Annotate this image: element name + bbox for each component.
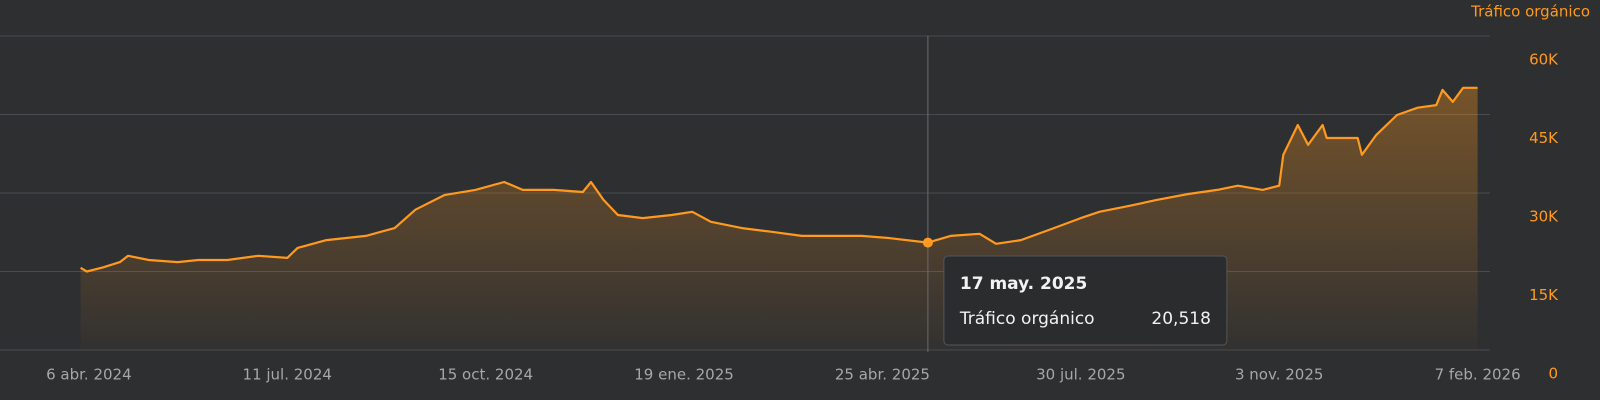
tooltip-date: 17 may. 2025	[960, 274, 1087, 294]
line	[80, 86, 1478, 273]
x-tick-label: 15 oct. 2024	[438, 366, 533, 384]
x-tick-label: 30 jul. 2025	[1036, 366, 1125, 384]
tooltip-series: Tráfico orgánico	[959, 309, 1095, 329]
x-tick-label: 6 abr. 2024	[46, 366, 132, 384]
x-tick-label: 11 jul. 2024	[243, 366, 332, 384]
tooltip: 17 may. 2025 Tráfico orgánico 20,518	[943, 255, 1228, 346]
y-tick-label: 15K	[1529, 286, 1559, 304]
series-label: Tráfico orgánico	[1470, 3, 1590, 21]
x-tick-label: 3 nov. 2025	[1235, 366, 1323, 384]
tooltip-value: 20,518	[1151, 309, 1210, 329]
y-tick-label: 45K	[1529, 129, 1559, 147]
tooltip-box	[943, 255, 1228, 346]
hover-point	[922, 237, 933, 248]
y-tick-label: 60K	[1529, 51, 1559, 69]
x-tick-label: 19 ene. 2025	[634, 366, 734, 384]
y-tick-label: 30K	[1529, 208, 1559, 226]
x-tick-label: 7 feb. 2026	[1435, 366, 1521, 384]
y-tick-label: 0	[1548, 365, 1558, 383]
x-tick-label: 25 abr. 2025	[835, 366, 930, 384]
